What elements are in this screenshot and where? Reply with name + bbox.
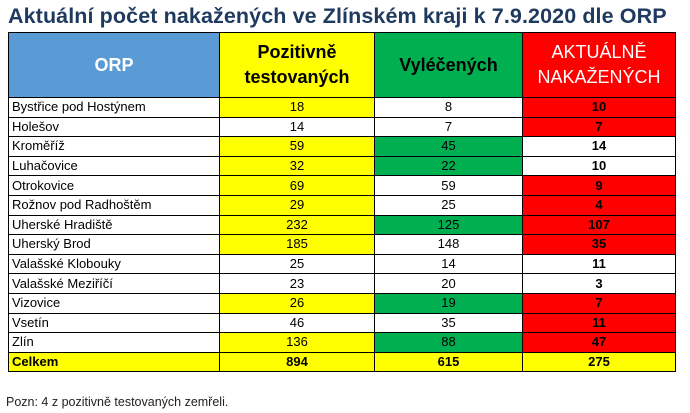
table-row: Bystřice pod Hostýnem 18 8 10	[8, 97, 676, 118]
table-row: Otrokovice 69 59 9	[8, 175, 676, 196]
cell-orp: Luhačovice	[8, 155, 220, 177]
cell-aktualne: 35	[522, 234, 676, 255]
header-vylecenych: Vyléčených	[374, 32, 523, 98]
cell-vylecenych: 14	[374, 253, 523, 275]
total-aktualne: 275	[522, 351, 676, 373]
header-aktualne: AKTUÁLNĚ NAKAŽENÝCH	[522, 32, 676, 98]
cell-vylecenych: 19	[374, 292, 523, 314]
total-vylecenych: 615	[374, 351, 523, 373]
header-row: ORP Pozitivně testovaných Vyléčených AKT…	[8, 32, 676, 98]
cell-orp: Holešov	[8, 116, 220, 138]
table-row: Holešov 14 7 7	[8, 116, 676, 138]
cell-pozitivne: 59	[219, 136, 375, 157]
cell-pozitivne: 25	[219, 253, 375, 275]
header-pozitivne: Pozitivně testovaných	[219, 32, 375, 98]
cell-pozitivne: 232	[219, 214, 375, 236]
orp-table: ORP Pozitivně testovaných Vyléčených AKT…	[8, 32, 676, 373]
cell-aktualne: 10	[522, 97, 676, 118]
table-row: Kroměříž 59 45 14	[8, 136, 676, 157]
table-row: Uherské Hradiště 232 125 107	[8, 214, 676, 236]
table-row: Uherský Brod 185 148 35	[8, 234, 676, 255]
total-label: Celkem	[8, 351, 220, 373]
cell-pozitivne: 18	[219, 97, 375, 118]
cell-vylecenych: 20	[374, 273, 523, 294]
cell-aktualne: 7	[522, 116, 676, 138]
total-pozitivne: 894	[219, 351, 375, 373]
cell-pozitivne: 14	[219, 116, 375, 138]
cell-orp: Zlín	[8, 332, 220, 353]
cell-orp: Otrokovice	[8, 175, 220, 196]
cell-pozitivne: 29	[219, 194, 375, 216]
cell-aktualne: 3	[522, 273, 676, 294]
cell-orp: Rožnov pod Radhoštěm	[8, 194, 220, 216]
cell-pozitivne: 26	[219, 292, 375, 314]
cell-vylecenych: 148	[374, 234, 523, 255]
cell-orp: Bystřice pod Hostýnem	[8, 97, 220, 118]
cell-aktualne: 14	[522, 136, 676, 157]
cell-orp: Kroměříž	[8, 136, 220, 157]
table-row: Valašské Meziříčí 23 20 3	[8, 273, 676, 294]
cell-pozitivne: 136	[219, 332, 375, 353]
cell-orp: Vsetín	[8, 312, 220, 334]
cell-aktualne: 4	[522, 194, 676, 216]
cell-aktualne: 7	[522, 292, 676, 314]
cell-aktualne: 47	[522, 332, 676, 353]
cell-aktualne: 107	[522, 214, 676, 236]
cell-aktualne: 11	[522, 253, 676, 275]
table-row: Rožnov pod Radhoštěm 29 25 4	[8, 194, 676, 216]
cell-orp: Valašské Meziříčí	[8, 273, 220, 294]
table-row: Zlín 136 88 47	[8, 332, 676, 353]
cell-vylecenych: 125	[374, 214, 523, 236]
cell-pozitivne: 32	[219, 155, 375, 177]
table-row: Luhačovice 32 22 10	[8, 155, 676, 177]
cell-aktualne: 10	[522, 155, 676, 177]
cell-vylecenych: 7	[374, 116, 523, 138]
cell-pozitivne: 23	[219, 273, 375, 294]
header-orp: ORP	[8, 32, 220, 98]
cell-orp: Vizovice	[8, 292, 220, 314]
footnote: Pozn: 4 z pozitivně testovaných zemřeli.	[6, 395, 229, 409]
cell-vylecenych: 45	[374, 136, 523, 157]
cell-vylecenych: 22	[374, 155, 523, 177]
cell-vylecenych: 88	[374, 332, 523, 353]
cell-pozitivne: 185	[219, 234, 375, 255]
page-title: Aktuální počet nakažených ve Zlínském kr…	[8, 4, 667, 28]
cell-vylecenych: 59	[374, 175, 523, 196]
cell-vylecenych: 25	[374, 194, 523, 216]
cell-aktualne: 9	[522, 175, 676, 196]
cell-pozitivne: 46	[219, 312, 375, 334]
cell-pozitivne: 69	[219, 175, 375, 196]
cell-vylecenych: 35	[374, 312, 523, 334]
total-row: Celkem 894 615 275	[8, 351, 676, 373]
cell-orp: Uherské Hradiště	[8, 214, 220, 236]
table-row: Vsetín 46 35 11	[8, 312, 676, 334]
cell-vylecenych: 8	[374, 97, 523, 118]
cell-orp: Valašské Klobouky	[8, 253, 220, 275]
table-body: Bystřice pod Hostýnem 18 8 10 Holešov 14 7 7 Kro…	[8, 97, 676, 373]
cell-aktualne: 11	[522, 312, 676, 334]
table-row: Vizovice 26 19 7	[8, 292, 676, 314]
table-row: Valašské Klobouky 25 14 11	[8, 253, 676, 275]
cell-orp: Uherský Brod	[8, 234, 220, 255]
